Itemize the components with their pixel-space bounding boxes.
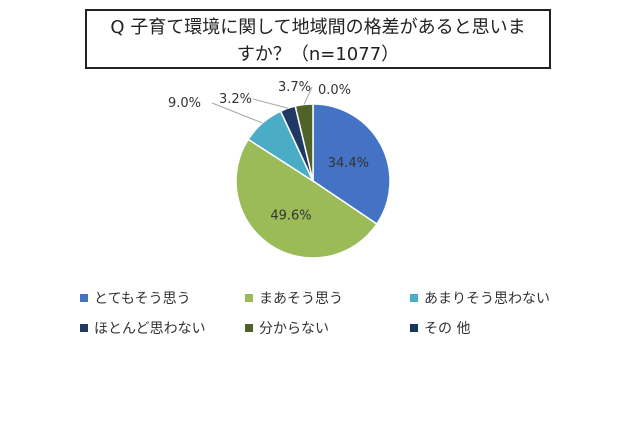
- legend-swatch: [245, 324, 253, 332]
- legend-item: ほとんど思わない: [80, 318, 206, 338]
- chart-title-line-2: すか？（n=1077）: [236, 44, 400, 65]
- data-label: 3.7%: [278, 80, 311, 95]
- pie-slice: [235, 138, 378, 259]
- leader-line: [303, 86, 313, 105]
- legend-label: 分からない: [259, 321, 329, 337]
- legend-swatch: [80, 324, 88, 332]
- legend-swatch: [80, 294, 88, 302]
- legend-label: あまりそう思わない: [424, 291, 550, 307]
- legend-swatch: [245, 294, 253, 302]
- data-label: 49.6%: [270, 208, 311, 223]
- legend-item: とてもそう思う: [80, 288, 191, 308]
- legend-item: 分からない: [245, 318, 329, 338]
- pie-slice: [294, 103, 314, 182]
- leader-line: [211, 102, 263, 124]
- legend-label: その 他: [424, 321, 471, 337]
- data-label: 3.2%: [219, 92, 252, 107]
- data-label: 0.0%: [318, 83, 351, 98]
- leader-line: [252, 98, 288, 109]
- legend-item: その 他: [410, 318, 470, 338]
- data-label: 34.4%: [328, 156, 369, 171]
- legend-label: とてもそう思う: [94, 291, 191, 307]
- legend-swatch: [410, 324, 418, 332]
- pie-slice: [312, 103, 391, 226]
- data-label: 9.0%: [168, 96, 201, 111]
- chart-title-line-1: Q 子育て環境に関して地域間の格差があると思いま: [110, 17, 526, 38]
- legend-label: ほとんど思わない: [94, 321, 206, 337]
- legend-item: あまりそう思わない: [410, 288, 550, 308]
- legend-swatch: [410, 294, 418, 302]
- chart-title-box: Q 子育て環境に関して地域間の格差があると思いま すか？（n=1077）: [85, 9, 551, 69]
- legend-item: まあそう思う: [245, 288, 343, 308]
- legend: とてもそう思う まあそう思う あまりそう思わないほとんど思わない 分からない その 他: [80, 288, 580, 348]
- legend-label: まあそう思う: [259, 291, 343, 307]
